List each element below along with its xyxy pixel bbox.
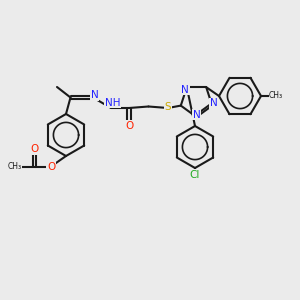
Text: CH₃: CH₃ — [8, 162, 22, 171]
Text: N: N — [182, 85, 189, 94]
Text: N: N — [91, 90, 98, 100]
Text: O: O — [30, 144, 39, 154]
Text: N: N — [210, 98, 218, 108]
Text: NH: NH — [105, 98, 120, 108]
Text: CH₃: CH₃ — [269, 92, 283, 100]
Text: Cl: Cl — [190, 170, 200, 180]
Text: N: N — [193, 110, 200, 120]
Text: S: S — [165, 101, 171, 112]
Text: O: O — [47, 161, 55, 172]
Text: O: O — [125, 121, 133, 131]
